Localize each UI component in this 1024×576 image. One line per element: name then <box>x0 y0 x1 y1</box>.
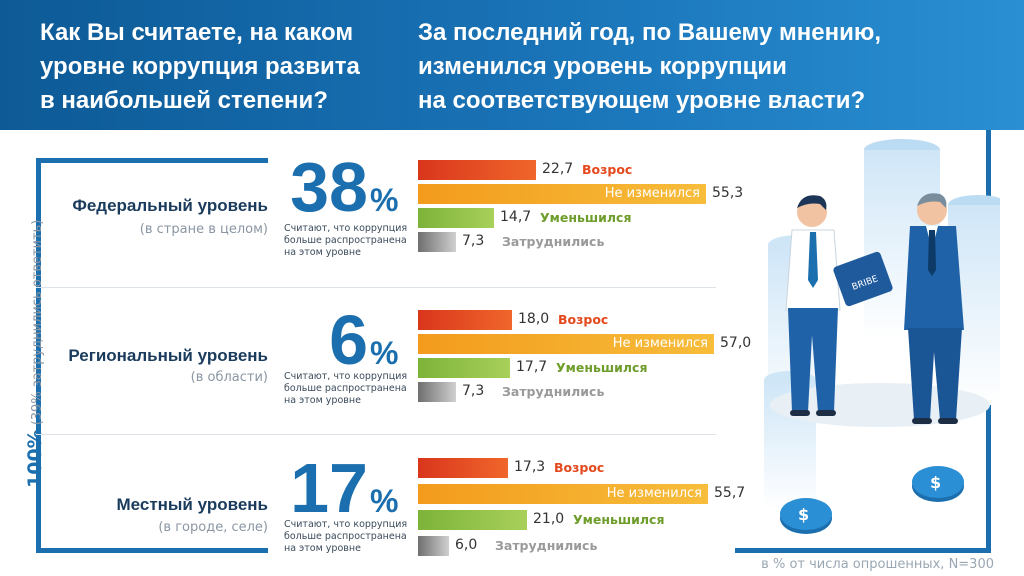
level-percent-sign: % <box>370 483 399 519</box>
bar-category-label: Затруднились <box>502 234 605 249</box>
person-tie <box>808 232 818 288</box>
level-title: Федеральный уровень <box>72 196 268 215</box>
bar-increase <box>418 310 512 330</box>
bar-category-label: Возрос <box>554 460 605 475</box>
bar-hard <box>418 382 456 402</box>
person-shoe <box>912 418 932 424</box>
side-note: (39% затруднились ответить) <box>30 219 45 426</box>
bribe-illustration: BRIBE $ $ <box>764 139 1000 534</box>
side-total: 100% <box>24 429 46 488</box>
bar-increase <box>418 160 536 180</box>
person-hair <box>917 193 947 208</box>
question-right: За последний год, по Вашему мнению, изме… <box>418 19 882 114</box>
level-subtitle: (в стране в целом) <box>139 222 268 237</box>
bar-category-label: Затруднились <box>502 384 605 399</box>
bar-unchanged <box>418 484 708 504</box>
frame-top <box>36 158 268 163</box>
level-percent: 17 <box>290 449 368 527</box>
person-jacket <box>904 226 964 330</box>
question-left: Как Вы считаете, на каком уровне коррупц… <box>40 19 360 114</box>
level-percent: 38 <box>290 148 368 226</box>
person-trousers <box>788 308 838 412</box>
bar-category-label: Не изменился <box>612 336 708 351</box>
bar-value: 14,7 <box>500 209 532 225</box>
bar-value: 7,3 <box>462 383 485 399</box>
svg-text:$: $ <box>930 473 941 492</box>
bar-decreased <box>418 510 527 530</box>
bar-decreased <box>418 358 510 378</box>
bar-value: 7,3 <box>462 233 485 249</box>
bar-category-label: Не изменился <box>604 186 700 201</box>
header-banner: Как Вы считаете, на каком уровне коррупц… <box>0 0 1024 130</box>
bar-category-label: Не изменился <box>606 486 702 501</box>
level-title: Местный уровень <box>116 495 268 514</box>
side-label: 100% (39% затруднились ответить) <box>24 220 46 488</box>
bar-decreased <box>418 208 494 228</box>
group-separator <box>36 287 716 288</box>
bar-category-label: Уменьшился <box>540 210 632 225</box>
bar-value: 17,3 <box>514 459 546 475</box>
svg-text:$: $ <box>798 505 809 524</box>
level-subtitle: (в области) <box>190 370 268 385</box>
frame-right-bottom <box>735 548 991 553</box>
person-tie <box>928 230 936 276</box>
level-percent-desc: Считают, что коррупция больше распростра… <box>284 519 408 554</box>
bar-value: 55,3 <box>712 185 744 201</box>
person-shoe <box>790 410 810 416</box>
frame-bottom <box>36 548 268 553</box>
bar-hard <box>418 536 449 556</box>
bar-category-label: Затруднились <box>495 538 598 553</box>
bar-value: 21,0 <box>533 511 565 527</box>
level-percent-sign: % <box>370 335 399 371</box>
person-hair <box>797 195 827 210</box>
bar-category-label: Возрос <box>558 312 609 327</box>
bribe-briefcase <box>833 251 893 307</box>
level-title: Региональный уровень <box>68 346 268 365</box>
bar-value: 57,0 <box>720 335 752 351</box>
frame-left <box>36 158 41 552</box>
footnote: в % от числа опрошенных, N=300 <box>761 557 994 572</box>
group-separator <box>36 434 716 435</box>
person-trousers <box>908 328 962 420</box>
bar-value: 22,7 <box>542 161 574 177</box>
bar-unchanged <box>418 184 706 204</box>
bar-category-label: Уменьшился <box>573 512 665 527</box>
level-percent-desc: Считают, что коррупция больше распростра… <box>284 371 408 406</box>
level-percent-desc: Считают, что коррупция больше распростра… <box>284 223 408 258</box>
bar-category-label: Уменьшился <box>556 360 648 375</box>
level-subtitle: (в городе, селе) <box>158 520 268 535</box>
bar-increase <box>418 458 508 478</box>
bar-value: 55,7 <box>714 485 746 501</box>
level-percent: 6 <box>329 301 368 379</box>
bar-value: 17,7 <box>516 359 548 375</box>
bar-hard <box>418 232 456 252</box>
person-shoe <box>938 418 958 424</box>
bar-value: 6,0 <box>455 537 478 553</box>
person-shoe <box>816 410 836 416</box>
bar-unchanged <box>418 334 714 354</box>
bar-value: 18,0 <box>518 311 550 327</box>
bar-category-label: Возрос <box>582 162 633 177</box>
level-percent-sign: % <box>370 182 399 218</box>
